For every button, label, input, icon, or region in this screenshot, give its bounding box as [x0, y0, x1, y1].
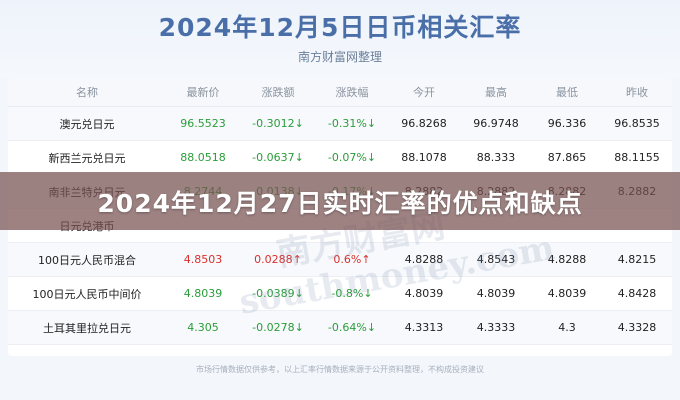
table-cell-latest: 4.8039 — [166, 276, 240, 311]
table-cell-prev: 88.1155 — [602, 140, 672, 175]
table-cell-change: -0.0389↓ — [240, 276, 316, 311]
table-cell-prev: 23.0664 — [602, 344, 672, 356]
table-cell-low: 4.3 — [532, 310, 602, 345]
table-cell-open: 23.0757 — [388, 344, 460, 356]
table-cell-low: 87.865 — [532, 140, 602, 175]
column-header: 昨收 — [602, 78, 672, 107]
column-header: 涨跌幅 — [316, 78, 388, 107]
table-cell-pct: -0.64%↓ — [316, 310, 388, 345]
table-cell-high: 88.333 — [460, 140, 532, 175]
table-row: 土耳其里拉兑日元 4.305 -0.0278↓ -0.64%↓ 4.3313 4.3333… — [8, 310, 672, 345]
overlay-banner — [0, 172, 680, 230]
table-cell-pct: 0.6%↑ — [316, 242, 388, 277]
footer-disclaimer: 市场行情数据仅供参考，以上汇率行情数据来源于公开资料整理，不构成投资建议 — [196, 365, 484, 374]
table-header-row: 名称 最新价 涨跌额 涨跌幅 今开 最高 最低 昨收 — [8, 78, 672, 107]
table-cell-latest: 4.8503 — [166, 242, 240, 277]
table-cell-change: 0.1153↑ — [240, 344, 316, 356]
table-cell-low: 4.8288 — [532, 242, 602, 277]
table-cell-open: 4.8288 — [388, 242, 460, 277]
table-row: 100日元人民币混合 4.8503 0.0288↑ 0.6%↑ 4.8288 4.8543… — [8, 242, 672, 277]
table-row: 100日元人民币中间价 4.8039 -0.0389↓ -0.8%↓ 4.8039 4.8… — [8, 276, 672, 311]
column-header: 最低 — [532, 78, 602, 107]
table-cell-high: 96.9748 — [460, 106, 532, 141]
table-cell-low: 23.042 — [532, 344, 602, 356]
table-cell-low: 4.8039 — [532, 276, 602, 311]
table-cell-name: 100日元人民币中间价 — [8, 276, 166, 311]
table-cell-prev: 4.8428 — [602, 276, 672, 311]
table-cell-high: 4.3333 — [460, 310, 532, 345]
table-row: 100日元兑土耳其里拉23.18170.1153↑0.5%↑23.075723.… — [8, 344, 672, 356]
table-cell-prev: 96.8535 — [602, 106, 672, 141]
table-cell-name: 新西兰元兑日元 — [8, 140, 166, 175]
table-cell-prev: 4.3328 — [602, 310, 672, 345]
table-cell-open: 4.3313 — [388, 310, 460, 345]
table-cell-name: 100日元人民币混合 — [8, 242, 166, 277]
page-title: 2024年12月5日日币相关汇率 — [158, 13, 522, 42]
table-cell-name: 澳元兑日元 — [8, 106, 166, 141]
table-cell-open: 4.8039 — [388, 276, 460, 311]
table-cell-pct: -0.8%↓ — [316, 276, 388, 311]
table-cell-pct: -0.31%↓ — [316, 106, 388, 141]
table-cell-name: 100日元兑土耳其里拉 — [8, 344, 166, 356]
table-cell-pct: -0.07%↓ — [316, 140, 388, 175]
table-cell-change: -0.3012↓ — [240, 106, 316, 141]
table-cell-open: 96.8268 — [388, 106, 460, 141]
page-subtitle: 南方财富网整理 — [297, 50, 382, 64]
table-cell-low: 96.336 — [532, 106, 602, 141]
banner-title: 2024年12月27日实时汇率的优点和缺点 — [97, 189, 583, 218]
table-cell-latest: 4.305 — [166, 310, 240, 345]
table-row: 澳元兑日元 96.5523 -0.3012↓ -0.31%↓ 96.8268 96.974… — [8, 106, 672, 141]
column-header: 今开 — [388, 78, 460, 107]
column-header: 最新价 — [166, 78, 240, 107]
table-cell-name: 土耳其里拉兑日元 — [8, 310, 166, 345]
column-header: 涨跌额 — [240, 78, 316, 107]
table-cell-latest: 96.5523 — [166, 106, 240, 141]
column-header: 最高 — [460, 78, 532, 107]
table-cell-latest: 23.1817 — [166, 344, 240, 356]
table-cell-latest: 88.0518 — [166, 140, 240, 175]
table-row: 新西兰元兑日元 88.0518 -0.0637↓ -0.07%↓ 88.1078 88.3… — [8, 140, 672, 175]
table-cell-change: -0.0637↓ — [240, 140, 316, 175]
column-header: 名称 — [8, 78, 166, 107]
table-cell-change: -0.0278↓ — [240, 310, 316, 345]
table-cell-change: 0.0288↑ — [240, 242, 316, 277]
table-cell-prev: 4.8215 — [602, 242, 672, 277]
table-cell-high: 23.222 — [460, 344, 532, 356]
table-cell-high: 4.8543 — [460, 242, 532, 277]
table-cell-open: 88.1078 — [388, 140, 460, 175]
header: 2024年12月5日日币相关汇率 南方财富网整理 — [0, 0, 680, 78]
table-body: 澳元兑日元 96.5523 -0.3012↓ -0.31%↓ 96.8268 96.974… — [8, 106, 672, 356]
table-cell-pct: 0.5%↑ — [316, 344, 388, 356]
table-cell-high: 4.8039 — [460, 276, 532, 311]
